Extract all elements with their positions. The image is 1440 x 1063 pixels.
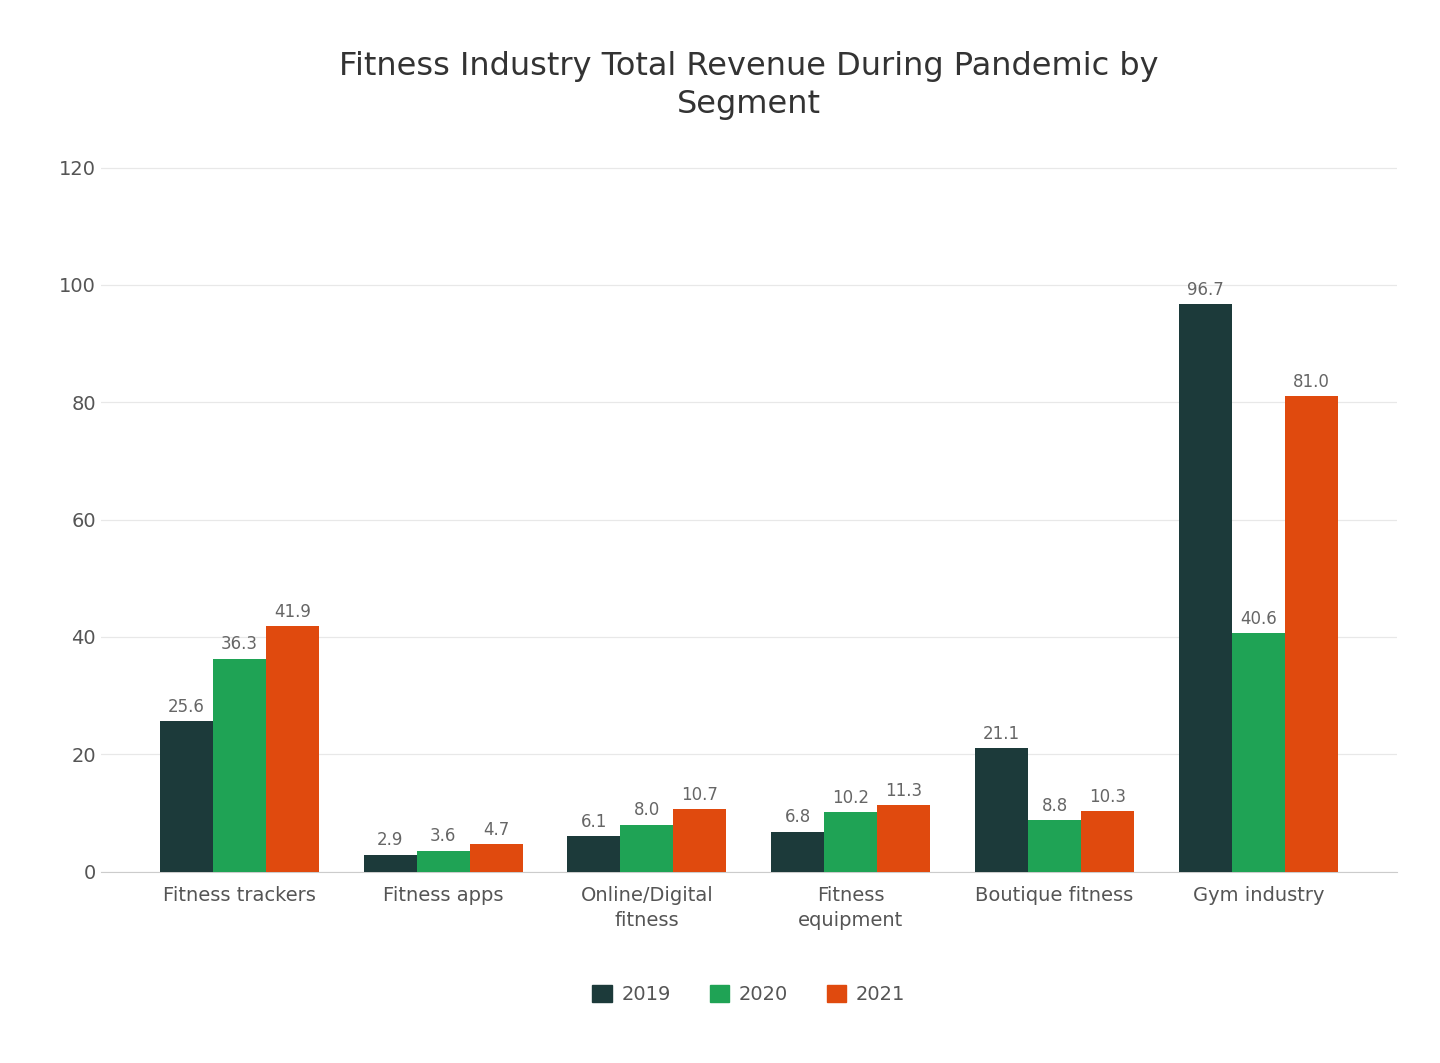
Text: 96.7: 96.7: [1187, 281, 1224, 299]
Bar: [363, 855, 416, 872]
Bar: [674, 809, 726, 872]
Text: 41.9: 41.9: [274, 603, 311, 621]
Text: 81.0: 81.0: [1293, 373, 1329, 391]
Bar: [772, 831, 824, 872]
Text: 3.6: 3.6: [431, 827, 456, 845]
Bar: [975, 748, 1028, 872]
Text: 11.3: 11.3: [886, 782, 922, 800]
Bar: [1081, 811, 1135, 872]
Title: Fitness Industry Total Revenue During Pandemic by
Segment: Fitness Industry Total Revenue During Pa…: [338, 51, 1159, 120]
Bar: [1179, 304, 1231, 872]
Text: 10.7: 10.7: [681, 786, 719, 804]
Text: 10.2: 10.2: [832, 789, 870, 807]
Bar: [160, 722, 213, 872]
Bar: [1231, 634, 1284, 872]
Text: 4.7: 4.7: [482, 821, 510, 839]
Text: 21.1: 21.1: [984, 725, 1020, 743]
Bar: [266, 626, 318, 872]
Bar: [213, 659, 266, 872]
Text: 10.3: 10.3: [1089, 788, 1126, 806]
Bar: [1028, 820, 1081, 872]
Bar: [621, 825, 674, 872]
Text: 8.0: 8.0: [634, 802, 660, 820]
Text: 25.6: 25.6: [168, 698, 204, 716]
Bar: [824, 812, 877, 872]
Bar: [469, 844, 523, 872]
Bar: [1284, 396, 1338, 872]
Text: 6.1: 6.1: [580, 812, 608, 830]
Text: 6.8: 6.8: [785, 809, 811, 826]
Bar: [567, 836, 621, 872]
Legend: 2019, 2020, 2021: 2019, 2020, 2021: [585, 977, 913, 1012]
Text: 36.3: 36.3: [220, 636, 258, 654]
Text: 40.6: 40.6: [1240, 610, 1277, 628]
Text: 8.8: 8.8: [1041, 797, 1067, 814]
Bar: [416, 850, 469, 872]
Bar: [877, 806, 930, 872]
Text: 2.9: 2.9: [377, 831, 403, 849]
